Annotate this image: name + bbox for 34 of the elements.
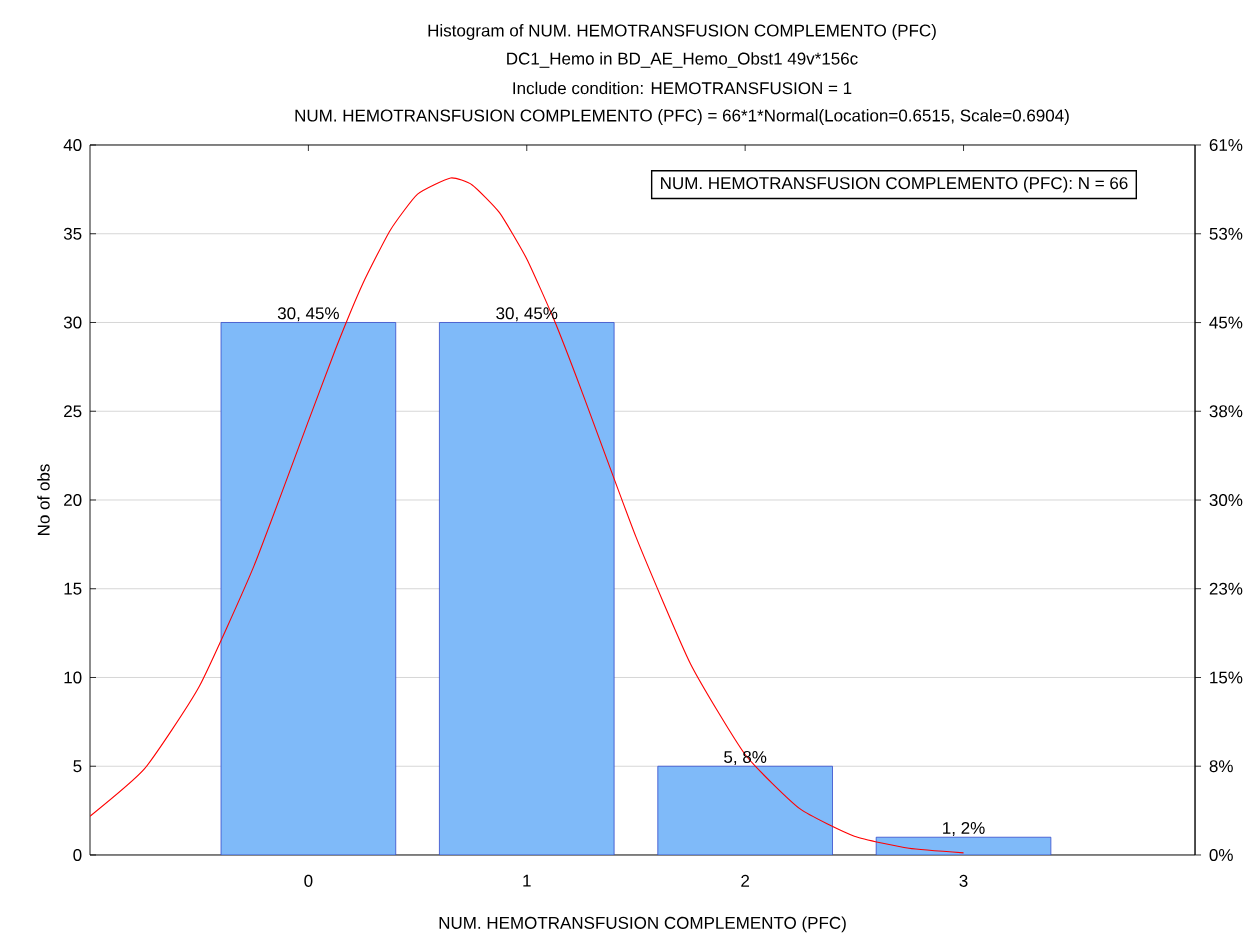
text: Include condition: HEMOTRANSFUSION = 1 [513,81,852,95]
y-tick-label: 35 [63,227,82,240]
y2-tick-label: 23% [1209,582,1243,595]
data-label: 1, 2% [943,822,985,837]
y2-tick-label: 61% [1209,139,1243,152]
x-tick-label: 2 [741,874,750,887]
x-axis-title: NUM. HEMOTRANSFUSION COMPLEMENTO (PFC) [439,916,846,933]
y2-tick-label: 8% [1209,760,1233,773]
y2-tick-label: 0% [1209,848,1233,862]
y2-tick-label: 15% [1210,671,1243,684]
data-label: 30, 45% [277,307,339,322]
y-axis-title: No of obs [37,464,50,535]
y2-tick-label: 45% [1209,316,1243,329]
x-tick-label: 0 [304,874,313,887]
y-tick-label: 20 [64,494,82,507]
chart-title: Histogram of NUM. HEMOTRANSFUSION COMPLEMENTO (PFC) [428,24,936,40]
x-tick-label: 3 [959,874,968,887]
y2-tick-label: 38% [1209,405,1243,418]
bar [439,322,615,856]
chart-subtitle: DC1_Hemo in BD_AE_Hemo_Obst1 49v*156c [507,52,858,68]
text: NUM. HEMOTRANSFUSION COMPLEMENTO (PFC) = 66*1*Normal(Location=0.6515, Scale=0.6904) [295,109,1069,125]
bar [657,765,833,856]
y-tick-label: 25 [64,405,82,418]
y2-tick-label: 30% [1209,494,1243,507]
y-tick-label: 15 [64,582,82,595]
x-tick-label: 1 [523,874,531,887]
y-tick-label: 40 [63,139,82,152]
bar [220,322,397,856]
annotation: NUM. HEMOTRANSFUSION COMPLEMENTO (PFC): N = 66 [661,176,1128,193]
y-tick-label: 5 [73,760,82,773]
y-tick-label: 30 [63,316,82,329]
y2-tick-label: 53% [1209,227,1243,240]
y-tick-label: 0 [73,849,82,862]
y-tick-label: 10 [64,671,82,684]
